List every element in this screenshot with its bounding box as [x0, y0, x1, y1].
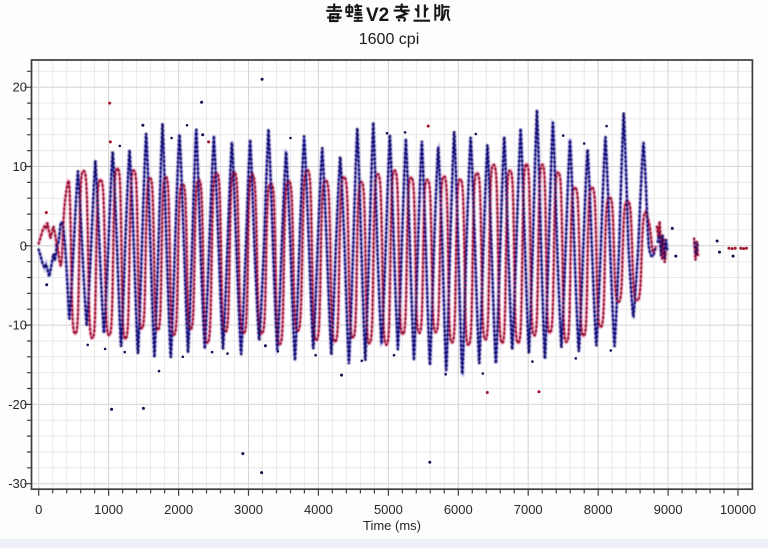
- svg-text:7000: 7000: [514, 502, 543, 517]
- svg-text:3000: 3000: [234, 502, 263, 517]
- svg-text:4000: 4000: [304, 502, 333, 517]
- svg-text:1600 cpi: 1600 cpi: [359, 31, 420, 48]
- svg-text:-30: -30: [8, 476, 27, 491]
- svg-text:10: 10: [13, 159, 27, 174]
- svg-text:V2: V2: [366, 5, 389, 26]
- svg-text:20: 20: [13, 80, 27, 95]
- svg-text:1000: 1000: [94, 502, 123, 517]
- svg-text:9000: 9000: [654, 502, 683, 517]
- svg-text:Time (ms): Time (ms): [363, 518, 421, 533]
- svg-text:10000: 10000: [720, 502, 756, 517]
- svg-text:-10: -10: [8, 318, 27, 333]
- svg-text:6000: 6000: [444, 502, 473, 517]
- svg-text:5000: 5000: [374, 502, 403, 517]
- svg-text:0: 0: [35, 502, 42, 517]
- svg-text:-20: -20: [8, 397, 27, 412]
- svg-text:2000: 2000: [164, 502, 193, 517]
- svg-text:0: 0: [20, 238, 27, 253]
- svg-text:8000: 8000: [584, 502, 613, 517]
